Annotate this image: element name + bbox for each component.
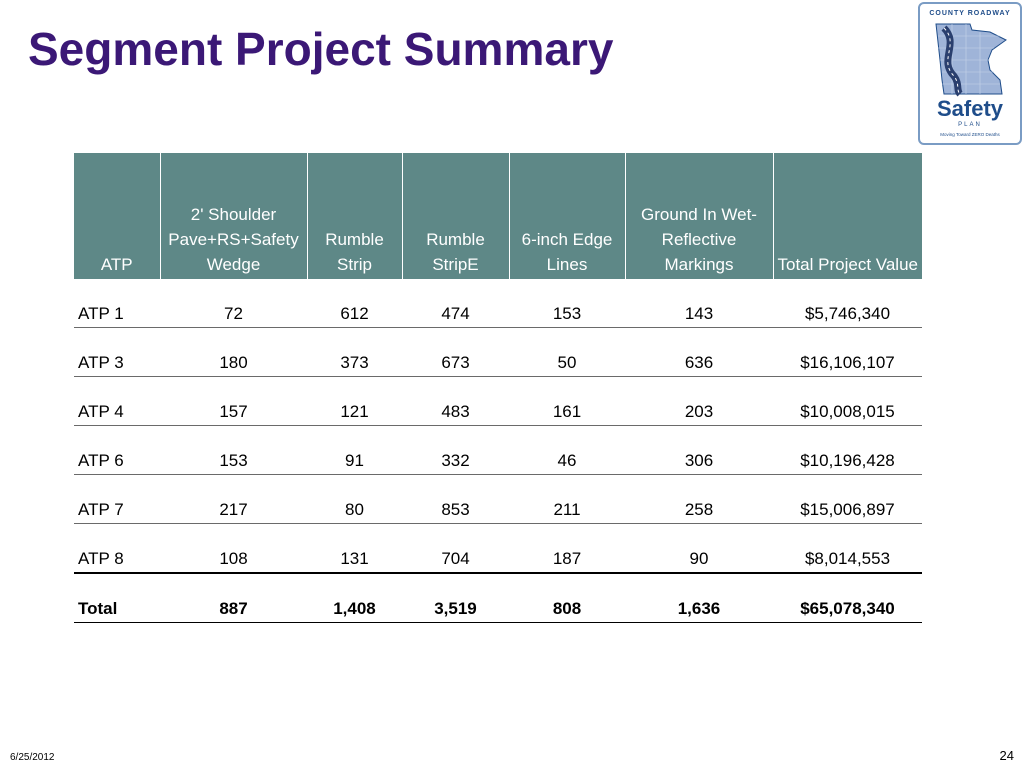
table-cell: 153	[160, 425, 307, 475]
table-cell: 306	[625, 425, 773, 475]
table-cell: 636	[625, 327, 773, 377]
total-cell: 808	[509, 573, 625, 623]
table-cell: 72	[160, 279, 307, 328]
table-cell: ATP 1	[74, 279, 160, 328]
table-cell: 108	[160, 523, 307, 574]
table-cell: ATP 3	[74, 327, 160, 377]
table-cell: 332	[402, 425, 509, 475]
table-row: ATP 1 72 612 474 153 143 $5,746,340	[74, 279, 922, 328]
table-cell: 187	[509, 523, 625, 574]
table-header-row: ATP 2' Shoulder Pave+RS+Safety Wedge Rum…	[74, 153, 922, 279]
table-cell: $8,014,553	[773, 523, 922, 574]
table-cell: 853	[402, 474, 509, 524]
slide-title: Segment Project Summary	[28, 23, 614, 75]
column-header: 6-inch Edge Lines	[509, 153, 626, 279]
table-cell: 612	[307, 279, 402, 328]
total-cell: $65,078,340	[773, 573, 922, 623]
logo-tagline: Moving Toward ZERO Deaths	[940, 132, 1000, 137]
table-cell: ATP 8	[74, 523, 160, 574]
table-row: ATP 3 180 373 673 50 636 $16,106,107	[74, 327, 922, 377]
table-row: ATP 4 157 121 483 161 203 $10,008,015	[74, 376, 922, 426]
table-cell: ATP 7	[74, 474, 160, 524]
slide-page-number: 24	[999, 748, 1014, 763]
total-cell: 1,636	[625, 573, 773, 623]
table-cell: 474	[402, 279, 509, 328]
minnesota-map-icon	[935, 23, 1007, 97]
table-cell: 483	[402, 376, 509, 426]
table-cell: $15,006,897	[773, 474, 922, 524]
table-cell: 121	[307, 376, 402, 426]
table-cell: 80	[307, 474, 402, 524]
table-cell: 704	[402, 523, 509, 574]
column-header: Ground In Wet-Reflective Markings	[625, 153, 774, 279]
table-cell: 161	[509, 376, 625, 426]
table-row: ATP 6 153 91 332 46 306 $10,196,428	[74, 425, 922, 475]
total-row: Total 887 1,408 3,519 808 1,636 $65,078,…	[74, 573, 922, 623]
column-header: ATP	[74, 153, 161, 279]
table-cell: 157	[160, 376, 307, 426]
column-header: Rumble StripE	[402, 153, 510, 279]
column-header: Rumble Strip	[307, 153, 403, 279]
logo-top-text: COUNTY ROADWAY	[929, 10, 1011, 17]
table-cell: $16,106,107	[773, 327, 922, 377]
table-cell: ATP 6	[74, 425, 160, 475]
logo-brand: Safety	[936, 96, 1004, 121]
table-cell: 203	[625, 376, 773, 426]
table-cell: 217	[160, 474, 307, 524]
total-cell: 3,519	[402, 573, 509, 623]
table-cell: $10,196,428	[773, 425, 922, 475]
table-cell: $10,008,015	[773, 376, 922, 426]
segment-summary-table: ATP 2' Shoulder Pave+RS+Safety Wedge Rum…	[74, 153, 922, 623]
table-cell: 143	[625, 279, 773, 328]
county-roadway-safety-plan-logo: COUNTY ROADWAY Safety PLAN Moving Toward…	[918, 2, 1022, 145]
table-row: ATP 8 108 131 704 187 90 $8,014,553	[74, 523, 922, 574]
total-cell: 1,408	[307, 573, 402, 623]
table-cell: 131	[307, 523, 402, 574]
table-cell: $5,746,340	[773, 279, 922, 328]
table-cell: 258	[625, 474, 773, 524]
total-cell: Total	[74, 573, 160, 623]
table-cell: 91	[307, 425, 402, 475]
table-cell: 50	[509, 327, 625, 377]
table-cell: 211	[509, 474, 625, 524]
table-cell: 373	[307, 327, 402, 377]
column-header: 2' Shoulder Pave+RS+Safety Wedge	[160, 153, 308, 279]
table-cell: 46	[509, 425, 625, 475]
table-cell: ATP 4	[74, 376, 160, 426]
slide-date: 6/25/2012	[10, 752, 55, 763]
table-cell: 673	[402, 327, 509, 377]
column-header: Total Project Value	[773, 153, 922, 279]
table-cell: 180	[160, 327, 307, 377]
table-cell: 90	[625, 523, 773, 574]
total-cell: 887	[160, 573, 307, 623]
table-row: ATP 7 217 80 853 211 258 $15,006,897	[74, 474, 922, 524]
logo-plan: PLAN	[958, 122, 982, 128]
table-cell: 153	[509, 279, 625, 328]
